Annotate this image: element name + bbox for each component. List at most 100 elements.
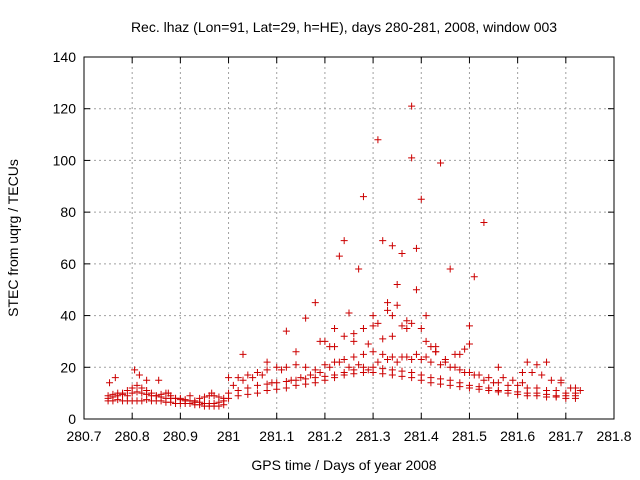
x-tick-label: 280.8	[115, 428, 150, 444]
data-point	[253, 368, 261, 376]
data-point	[215, 402, 223, 410]
data-point	[523, 358, 531, 366]
data-point	[528, 368, 536, 376]
data-point	[379, 237, 387, 245]
data-point	[355, 265, 363, 273]
data-point	[128, 384, 136, 392]
data-point	[239, 376, 247, 384]
data-point	[359, 350, 367, 358]
data-point	[350, 337, 358, 345]
data-point	[355, 361, 363, 369]
data-point	[427, 343, 435, 351]
data-point	[494, 387, 502, 395]
data-point	[340, 237, 348, 245]
data-point	[249, 374, 257, 382]
data-point	[138, 384, 146, 392]
data-point	[485, 384, 493, 392]
data-point	[398, 322, 406, 330]
data-point	[412, 286, 420, 294]
data-point	[461, 368, 469, 376]
data-markers	[104, 102, 584, 410]
data-point	[446, 265, 454, 273]
data-point	[114, 392, 122, 400]
data-point	[229, 381, 237, 389]
data-point	[331, 371, 339, 379]
data-point	[282, 363, 290, 371]
data-point	[465, 340, 473, 348]
data-point	[369, 363, 377, 371]
data-point	[388, 366, 396, 374]
data-point	[388, 332, 396, 340]
data-point	[403, 317, 411, 325]
data-point	[225, 389, 233, 397]
data-point	[263, 358, 271, 366]
data-point	[480, 376, 488, 384]
data-point	[268, 379, 276, 387]
data-point	[384, 299, 392, 307]
x-tick-label: 280.9	[163, 428, 198, 444]
data-point	[225, 374, 233, 382]
data-point	[321, 337, 329, 345]
data-point	[131, 366, 139, 374]
data-point	[412, 350, 420, 358]
data-point	[403, 325, 411, 332]
data-point	[562, 389, 570, 397]
data-point	[422, 353, 430, 361]
data-point	[123, 387, 131, 395]
y-tick-label: 100	[53, 152, 77, 168]
chart-title: Rec. lhaz (Lon=91, Lat=29, h=HE), days 2…	[131, 19, 557, 35]
y-tick-label: 0	[68, 411, 76, 427]
x-tick-label: 281	[217, 428, 241, 444]
data-point	[398, 250, 406, 258]
data-point	[331, 325, 339, 332]
data-point	[143, 376, 151, 384]
data-point	[485, 374, 493, 382]
data-point	[297, 374, 305, 382]
data-point	[181, 396, 189, 404]
data-point	[384, 306, 392, 314]
data-point	[326, 363, 334, 371]
data-point	[547, 376, 555, 384]
y-tick-labels: 0 20 40 60 80 100 120 140	[53, 49, 77, 427]
data-point	[186, 392, 194, 400]
data-point	[167, 398, 175, 406]
data-point	[393, 301, 401, 309]
data-point	[253, 381, 261, 389]
data-point	[287, 376, 295, 384]
data-point	[335, 252, 343, 260]
data-point	[518, 368, 526, 376]
x-tick-label: 280.7	[66, 428, 101, 444]
data-point	[509, 376, 517, 384]
data-point	[350, 330, 358, 338]
data-point	[135, 371, 143, 379]
data-point	[412, 244, 420, 252]
data-point	[244, 371, 252, 379]
data-point	[494, 363, 502, 371]
data-point	[119, 389, 127, 397]
data-point	[364, 366, 372, 374]
data-point	[470, 273, 478, 281]
data-point	[208, 389, 216, 397]
data-point	[465, 381, 473, 389]
data-point	[422, 312, 430, 320]
data-point	[143, 387, 151, 395]
data-point	[321, 372, 329, 380]
data-point	[239, 350, 247, 358]
data-point	[302, 375, 310, 383]
data-point	[369, 322, 377, 330]
data-point	[359, 193, 367, 201]
data-point	[427, 374, 435, 382]
data-point	[152, 392, 160, 400]
data-point	[359, 325, 367, 332]
y-tick-label: 140	[53, 49, 77, 65]
data-point	[282, 378, 290, 386]
x-tick-label: 281.3	[356, 428, 391, 444]
data-point	[398, 367, 406, 375]
data-point	[311, 299, 319, 307]
data-point	[408, 102, 416, 110]
x-tick-label: 281.4	[404, 428, 439, 444]
data-point	[350, 366, 358, 374]
x-tick-label: 281.8	[596, 428, 631, 444]
data-point	[164, 389, 172, 397]
